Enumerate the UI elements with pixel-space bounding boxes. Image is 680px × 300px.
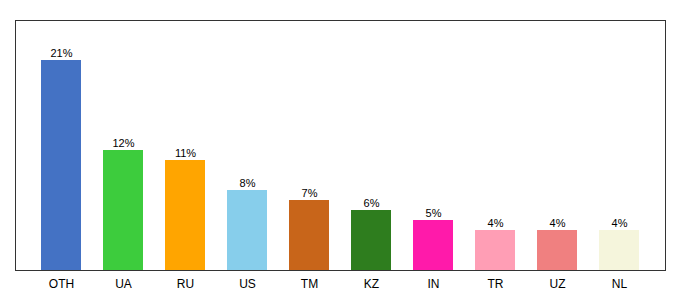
svg-text:4%: 4%	[612, 217, 628, 229]
svg-text:UA: UA	[115, 277, 132, 291]
svg-text:NL: NL	[612, 277, 628, 291]
svg-text:5%: 5%	[426, 207, 442, 219]
svg-text:TM: TM	[301, 277, 318, 291]
svg-text:21%: 21%	[50, 47, 72, 59]
svg-text:4%: 4%	[550, 217, 566, 229]
svg-text:11%: 11%	[175, 147, 196, 159]
svg-text:TR: TR	[488, 277, 504, 291]
svg-text:IN: IN	[428, 277, 440, 291]
svg-text:7%: 7%	[302, 187, 318, 199]
svg-text:8%: 8%	[240, 177, 256, 189]
svg-text:4%: 4%	[488, 217, 504, 229]
svg-text:OTH: OTH	[49, 277, 74, 291]
svg-text:UZ: UZ	[550, 277, 566, 291]
svg-text:KZ: KZ	[364, 277, 379, 291]
svg-text:US: US	[239, 277, 256, 291]
svg-text:RU: RU	[177, 277, 194, 291]
svg-text:12%: 12%	[112, 137, 134, 149]
svg-text:6%: 6%	[364, 197, 380, 209]
